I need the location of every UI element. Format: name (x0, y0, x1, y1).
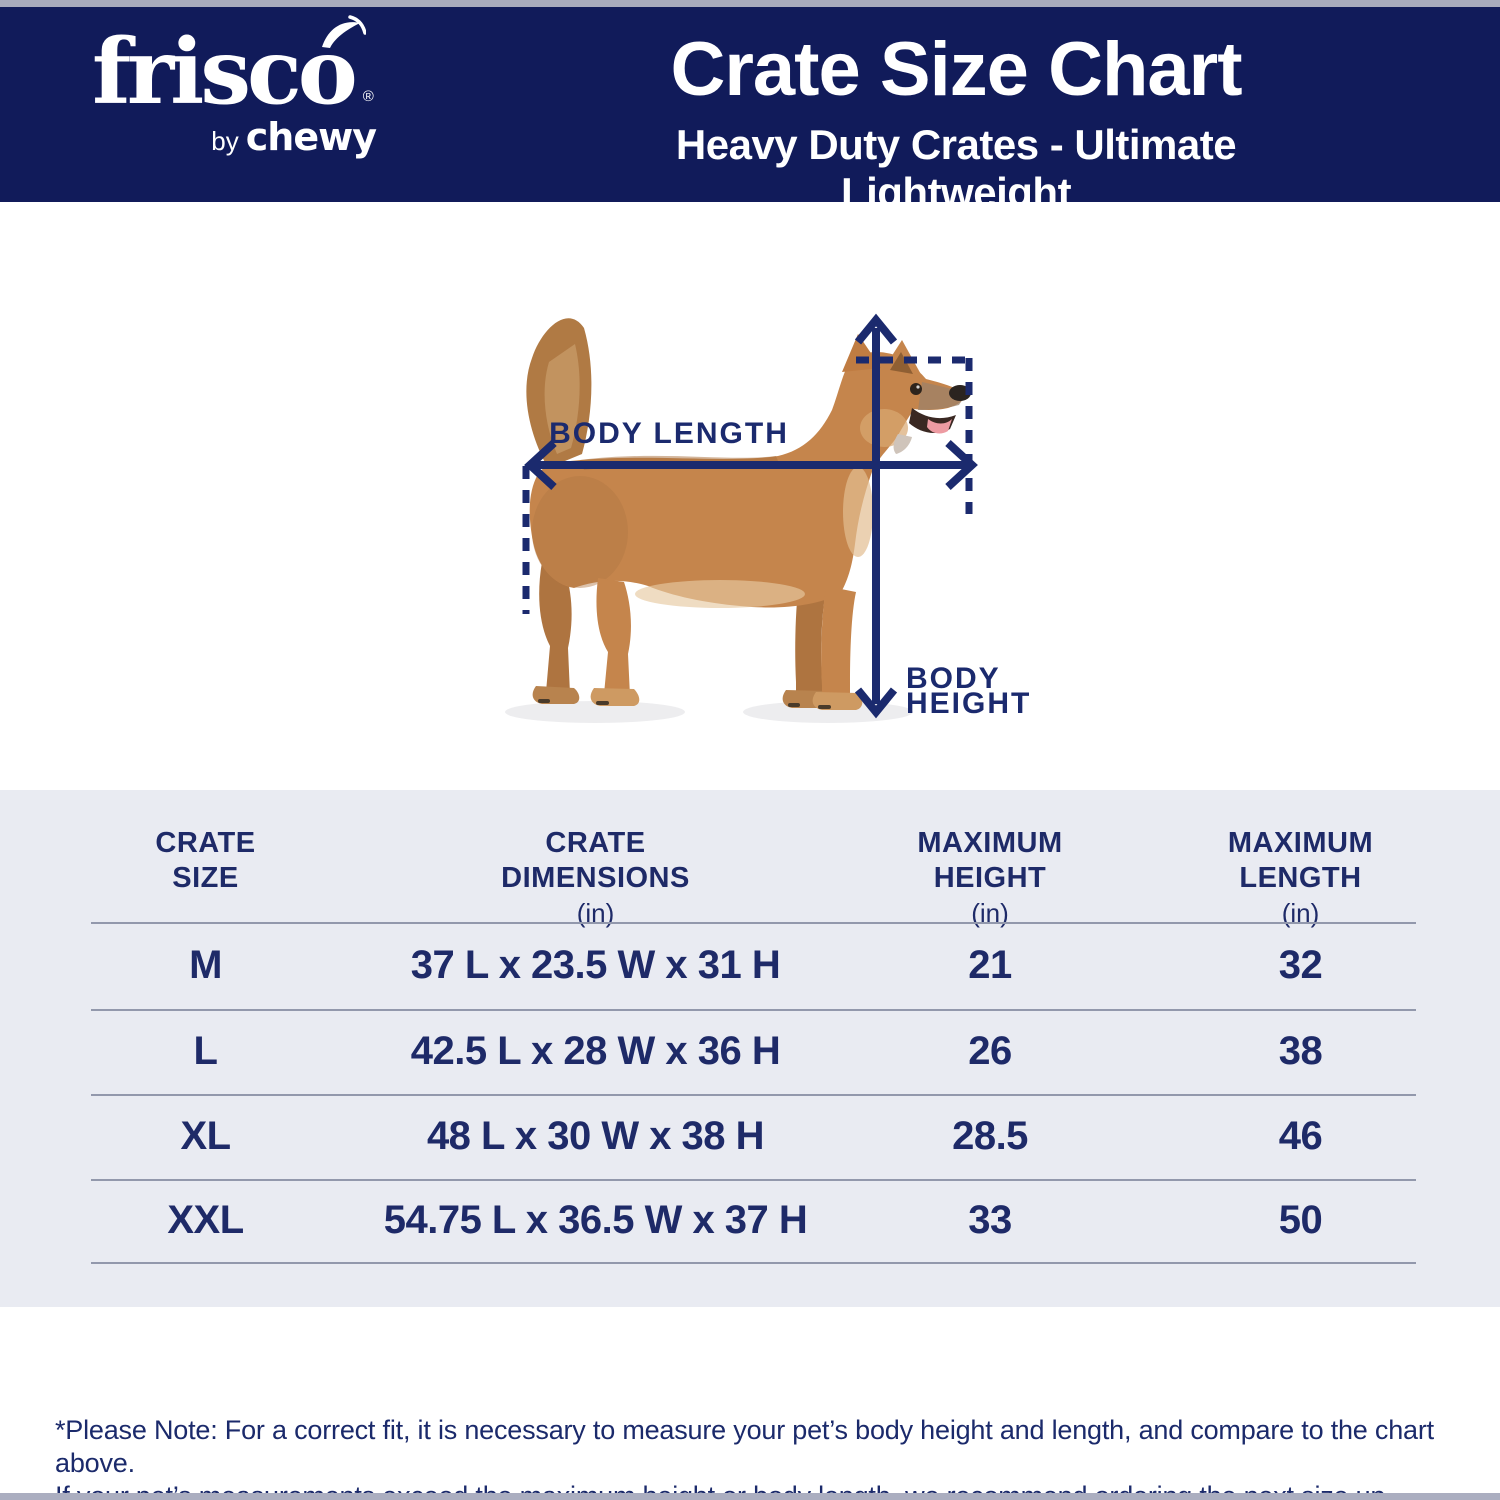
header-banner: frisco ® by chewy Crate Size Chart Heavy … (0, 7, 1500, 216)
size-value: XXL (167, 1198, 244, 1242)
registered-trademark: ® (362, 88, 374, 105)
table-row-xxl: XXL 54.75 L x 36.5 W x 37 H 33 50 (0, 1189, 1500, 1251)
dog-measurement-diagram: BODY LENGTH BODY HEIGHT (0, 202, 1500, 790)
frisco-logo: frisco ® by chewy (84, 15, 380, 159)
table-row-xl: XL 48 L x 30 W x 38 H 28.5 46 (0, 1105, 1500, 1167)
size-value: L (193, 1029, 218, 1073)
footnote: *Please Note: For a correct fit, it is n… (55, 1414, 1465, 1500)
header-divider (91, 922, 1416, 924)
body-height-label-line1: BODY (906, 662, 1001, 695)
size-table: CRATE SIZE CRATE DIMENSIONS (in) MAXIMUM… (0, 790, 1500, 1307)
row-divider (91, 1009, 1416, 1011)
frisco-wordmark: frisco ® (92, 15, 374, 117)
bottom-divider (91, 1262, 1416, 1264)
dog-illustration (526, 318, 971, 710)
dimensions-value: 42.5 L x 28 W x 36 H (410, 1029, 781, 1073)
top-edge-strip (0, 0, 1500, 7)
row-divider (91, 1094, 1416, 1096)
page-title: Crate Size Chart (670, 27, 1242, 112)
chewy-brand-text: chewy (245, 115, 377, 159)
frisco-brand-text: frisco (92, 19, 358, 125)
max-length-value: 46 (1278, 1114, 1323, 1158)
max-height-value: 26 (968, 1029, 1012, 1073)
body-length-label: BODY LENGTH (549, 417, 789, 450)
whisker-flick-icon (321, 15, 366, 48)
column-header-maximum-length: MAXIMUM LENGTH (in) (1227, 827, 1374, 928)
bottom-edge-strip (0, 1493, 1500, 1500)
table-row-l: L 42.5 L x 28 W x 36 H 26 38 (0, 1020, 1500, 1082)
dimensions-value: 48 L x 30 W x 38 H (426, 1114, 765, 1158)
max-length-value: 32 (1278, 943, 1323, 987)
dog-diagram-svg: BODY LENGTH BODY HEIGHT (505, 313, 1031, 723)
column-header-maximum-height: MAXIMUM HEIGHT (in) (917, 827, 1063, 928)
size-value: M (189, 943, 222, 987)
header-titles: Crate Size Chart Heavy Duty Crates - Ult… (606, 27, 1306, 217)
max-length-value: 50 (1278, 1198, 1323, 1242)
by-text: by (211, 126, 239, 156)
max-length-value: 38 (1278, 1029, 1323, 1073)
footnote-line1: *Please Note: For a correct fit, it is n… (55, 1415, 1434, 1478)
max-height-value: 28.5 (952, 1114, 1028, 1158)
dimensions-value: 37 L x 23.5 W x 31 H (410, 943, 781, 987)
body-height-label-line2: HEIGHT (906, 687, 1031, 720)
table-row-m: M 37 L x 23.5 W x 31 H 21 32 (0, 934, 1500, 996)
column-header-crate-size: CRATE SIZE (155, 827, 256, 894)
size-value: XL (180, 1114, 231, 1158)
dimensions-value: 54.75 L x 36.5 W x 37 H (383, 1198, 808, 1242)
max-height-value: 21 (968, 943, 1012, 987)
by-chewy-lockup: by chewy (84, 115, 380, 159)
row-divider (91, 1179, 1416, 1181)
max-height-value: 33 (968, 1198, 1012, 1242)
column-header-crate-dimensions: CRATE DIMENSIONS (in) (501, 827, 690, 928)
measurement-annotations (522, 313, 978, 719)
